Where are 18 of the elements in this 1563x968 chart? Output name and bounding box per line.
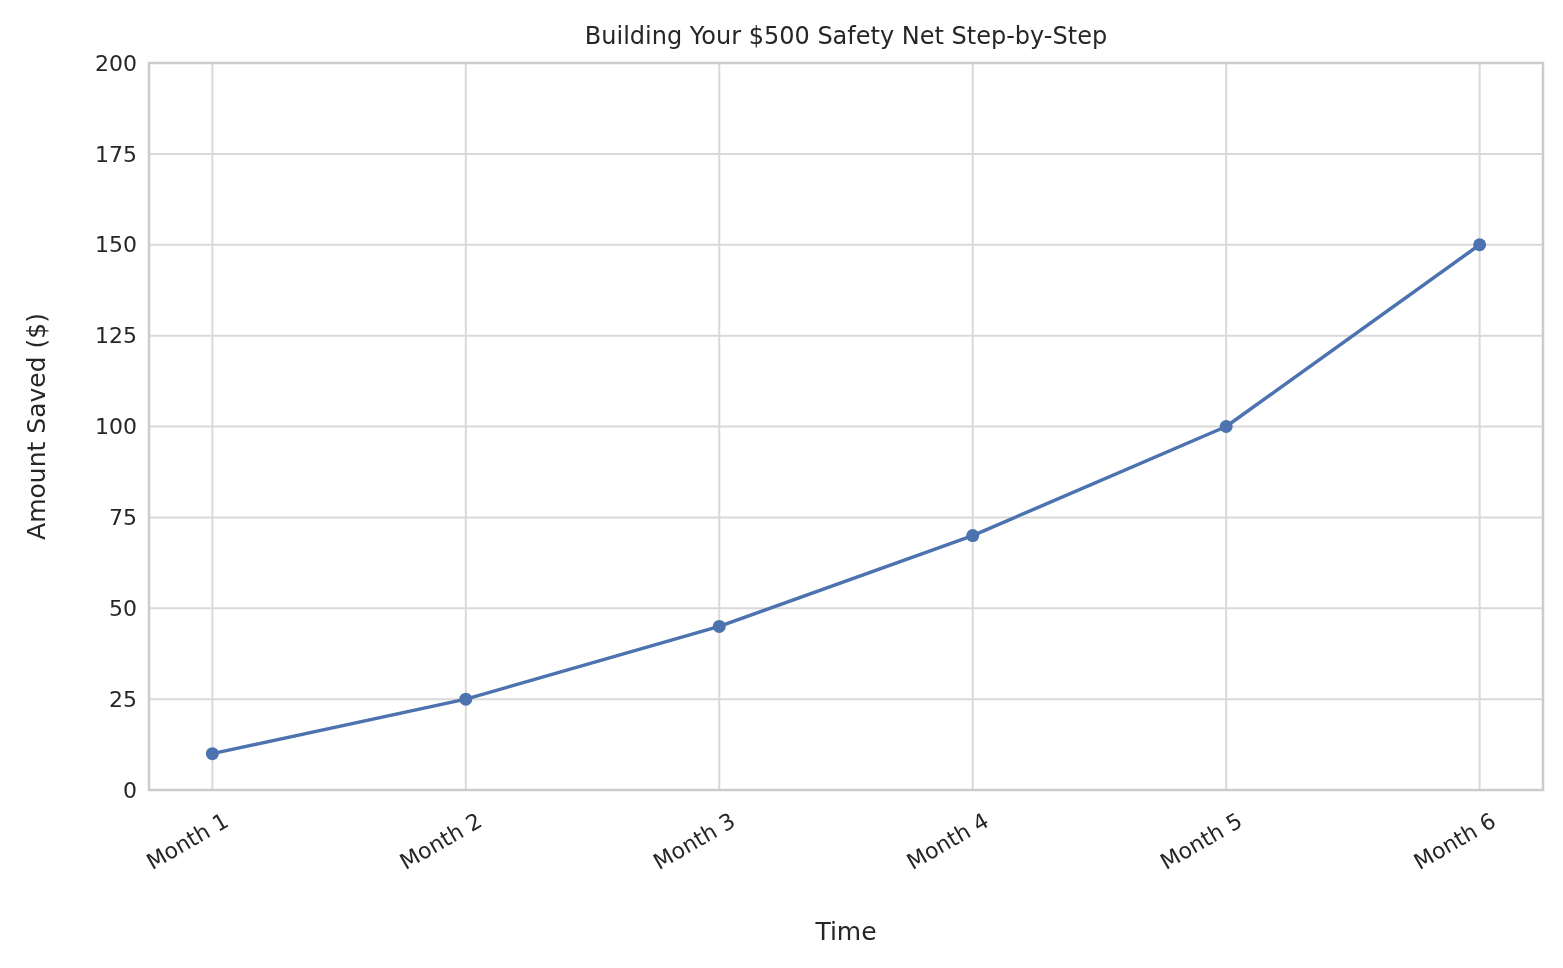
y-tick-label: 25 — [109, 686, 137, 712]
y-tick-label: 100 — [95, 414, 137, 440]
y-tick-label: 175 — [95, 141, 137, 167]
y-tick-label: 125 — [95, 323, 137, 349]
point — [1219, 420, 1233, 433]
y-axis-title: Amount Saved ($) — [22, 313, 51, 540]
point — [205, 747, 219, 761]
y-tick-label: 50 — [109, 595, 137, 621]
x-axis-title: Time — [814, 917, 877, 946]
y-tick-label: 0 — [123, 777, 137, 803]
point — [1473, 238, 1487, 252]
y-tick-label: 150 — [95, 232, 137, 258]
point — [459, 692, 473, 706]
point — [966, 529, 980, 543]
y-tick-label: 75 — [109, 505, 137, 531]
y-tick-label: 200 — [95, 50, 137, 76]
point — [712, 619, 726, 633]
chart-title: Building Your $500 Safety Net Step-by-Step — [584, 22, 1108, 50]
